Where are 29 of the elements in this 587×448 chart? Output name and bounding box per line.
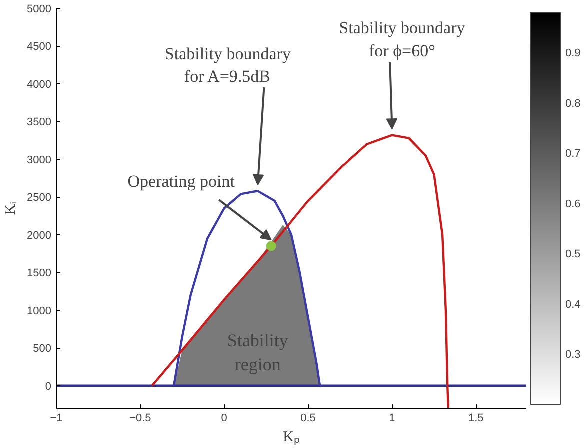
annotation: Stability boundary for A=9.5dB xyxy=(164,44,292,86)
y-tick-label: 4500 xyxy=(27,41,52,54)
y-tick-label: 1000 xyxy=(27,305,52,318)
y-tick-label: 2000 xyxy=(27,230,52,242)
color-bar-label: 0.5 xyxy=(566,248,581,261)
annotation: Operating point xyxy=(128,172,236,192)
x-tick-label: −1 xyxy=(50,412,63,424)
color-bar-label: 0.4 xyxy=(566,298,581,311)
y-tick-label: 3000 xyxy=(27,154,52,166)
color-bar-label: 0.8 xyxy=(566,98,581,110)
color-bar-label: 0.7 xyxy=(566,148,581,160)
x-axis-title: Kₚ xyxy=(283,430,300,446)
color-bar-label: 0.9 xyxy=(566,48,581,60)
x-tick-label: 0.5 xyxy=(300,412,316,424)
y-tick-label: 2500 xyxy=(27,192,52,204)
y-tick-label: 3500 xyxy=(27,116,52,129)
y-tick-label: 0 xyxy=(45,380,52,393)
y-tick-label: 1500 xyxy=(27,268,52,280)
x-tick-label: 0 xyxy=(221,412,228,424)
annotation: Stability boundary for ϕ=60° xyxy=(339,18,466,60)
color-bar-label: 0.6 xyxy=(566,198,581,210)
color-bar-label: 0.3 xyxy=(566,349,581,362)
y-tick-label: 4000 xyxy=(27,78,52,91)
y-tick-label: 500 xyxy=(33,343,52,356)
y-tick-label: 5000 xyxy=(27,4,52,16)
x-tick-label: 1 xyxy=(389,412,396,424)
x-tick-label: 1.5 xyxy=(468,412,484,424)
x-tick-label: −0.5 xyxy=(130,412,152,424)
y-axis-title: Kᵢ xyxy=(3,201,20,216)
